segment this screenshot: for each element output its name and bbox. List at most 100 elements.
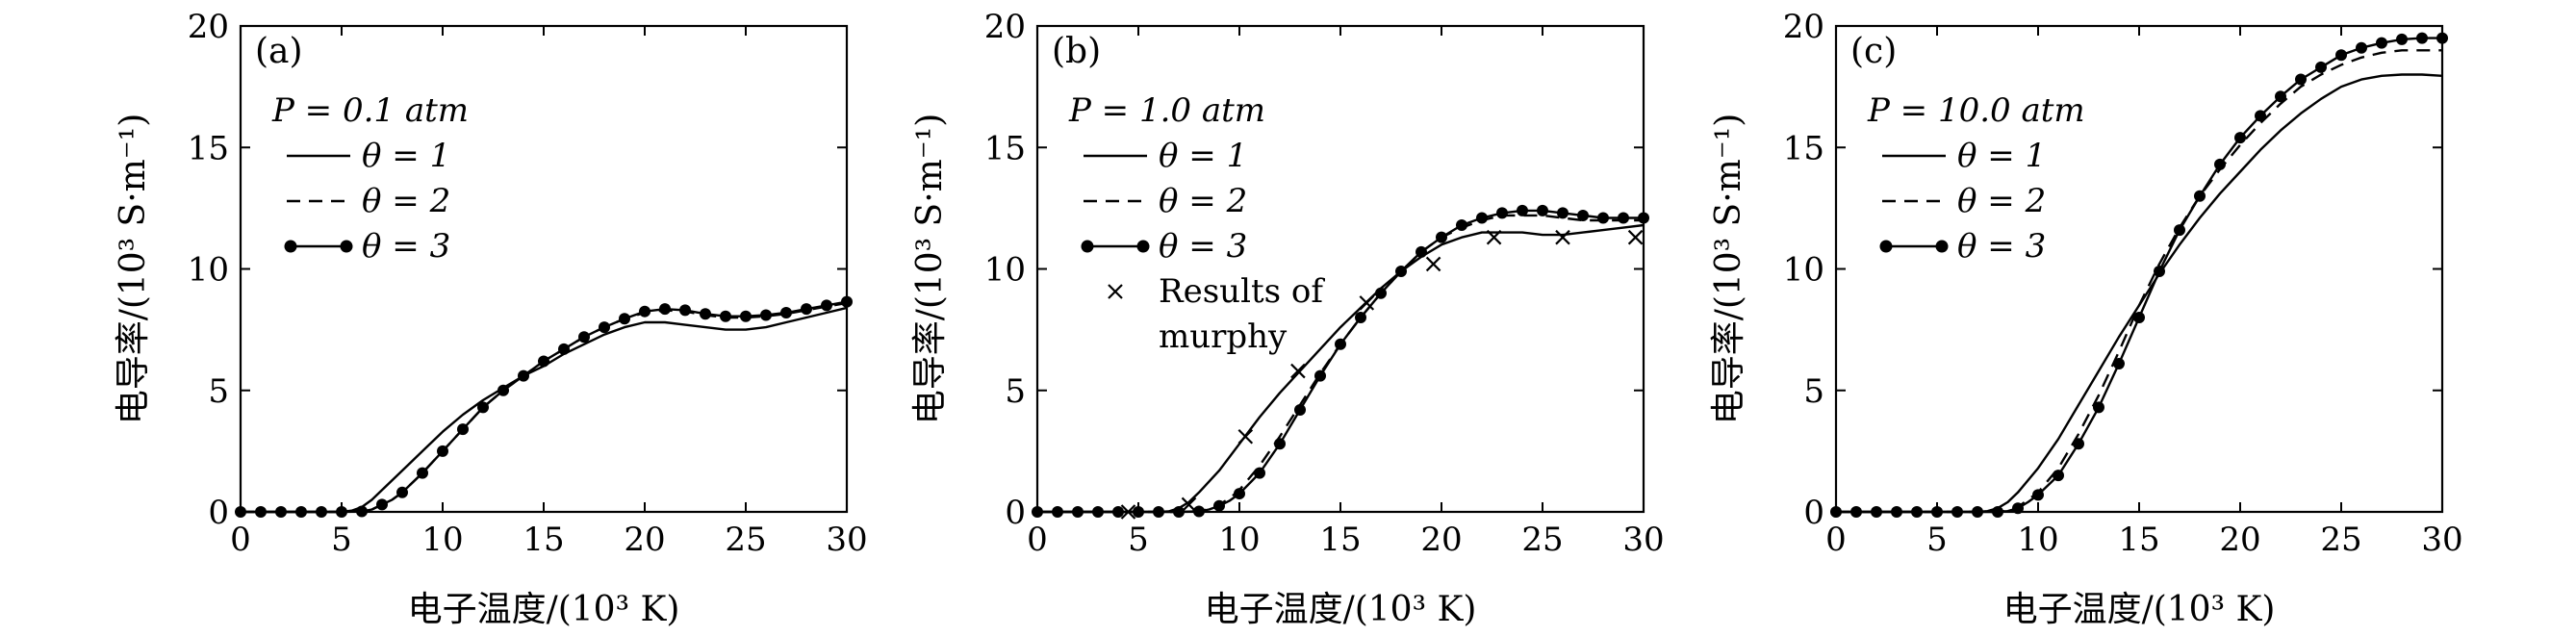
pressure-label: P = 10.0 atm — [1867, 91, 2085, 130]
series-marker-theta-3 — [780, 306, 792, 318]
series-marker-theta-3 — [2073, 438, 2084, 450]
series-marker-theta-3 — [2214, 158, 2226, 170]
pressure-label: P = 0.1 atm — [271, 91, 469, 130]
series-marker-theta-3 — [1355, 312, 1366, 323]
series-marker-theta-3 — [2234, 132, 2246, 144]
series-marker-theta-3 — [477, 401, 489, 414]
series-marker-theta-3 — [497, 384, 509, 396]
y-tick-label: 20 — [1783, 8, 1824, 46]
y-tick-label: 5 — [1803, 372, 1824, 411]
y-tick-label: 10 — [188, 251, 229, 290]
series-marker-theta-3 — [599, 321, 610, 334]
series-marker-theta-3 — [720, 310, 731, 322]
series-marker-theta-3 — [2396, 33, 2408, 45]
series-marker-theta-3 — [821, 299, 832, 312]
legend-dot — [1935, 240, 1949, 253]
x-tick-label: 0 — [1825, 521, 1847, 559]
series-marker-theta-3 — [1274, 438, 1286, 450]
series-marker-theta-3 — [1496, 207, 1508, 219]
panel-tag: (b) — [1052, 32, 1101, 71]
series-marker-theta-3 — [2133, 312, 2145, 323]
y-tick-label: 0 — [208, 494, 229, 532]
legend-label-theta-3: θ = 3 — [1159, 227, 1247, 266]
series-marker-theta-3 — [316, 506, 327, 518]
series-marker-theta-3 — [2194, 190, 2206, 202]
series-marker-theta-3 — [619, 313, 630, 325]
y-tick-label: 20 — [984, 8, 1026, 46]
y-tick-label: 10 — [984, 251, 1026, 290]
series-marker-theta-3 — [538, 355, 549, 368]
series-marker-theta-3 — [1476, 212, 1488, 224]
x-tick-label: 30 — [1622, 521, 1664, 559]
murphy-result-marker — [1181, 496, 1197, 513]
series-marker-theta-3 — [1577, 209, 1589, 221]
series-line-theta-2 — [1037, 214, 1644, 514]
series-marker-theta-3 — [1032, 506, 1043, 518]
y-tick-label: 5 — [1005, 372, 1026, 411]
series-marker-theta-3 — [1254, 467, 1265, 479]
x-tick-label: 5 — [331, 521, 352, 559]
x-tick-label: 30 — [826, 521, 867, 559]
panel-b: 0 5 10 15 20 25 30 0 5 10 15 20 电子温度/(10³ K) 电导率/(10³… — [910, 8, 1665, 629]
y-tick-label: 0 — [1005, 494, 1026, 532]
murphy-result-marker — [1290, 363, 1306, 379]
legend-label-murphy-line1: Results of — [1159, 272, 1325, 311]
series-marker-theta-3 — [518, 369, 529, 382]
series-marker-theta-3 — [2295, 73, 2307, 86]
legend-dot — [1081, 240, 1094, 253]
series-marker-theta-3 — [376, 498, 388, 511]
legend-dot — [284, 240, 297, 253]
x-tick-label: 0 — [1027, 521, 1048, 559]
series-marker-theta-3 — [1213, 499, 1225, 512]
series-marker-theta-3 — [1618, 212, 1629, 224]
legend-label-theta-2: θ = 2 — [1957, 182, 2046, 220]
series-line-theta-3 — [241, 300, 848, 514]
legend-label-theta-1: θ = 1 — [1957, 137, 2046, 175]
series-marker-theta-3 — [275, 506, 287, 518]
series-marker-theta-3 — [1052, 506, 1063, 518]
legend-label-theta-1: θ = 1 — [362, 137, 450, 175]
legend-dot — [1136, 240, 1150, 253]
series-marker-theta-3 — [1234, 488, 1245, 500]
legend-dot — [1879, 240, 1893, 253]
series-marker-theta-3 — [2113, 357, 2125, 369]
series-marker-theta-3 — [2356, 41, 2367, 54]
series-line-theta-3 — [1037, 209, 1644, 514]
series-marker-theta-3 — [1193, 505, 1205, 518]
series-marker-theta-3 — [801, 303, 812, 316]
series-marker-theta-3 — [841, 295, 853, 308]
series-marker-theta-3 — [1092, 506, 1104, 518]
panel-tag: (c) — [1850, 32, 1897, 71]
series-marker-theta-3 — [2416, 32, 2428, 44]
series-marker-theta-3 — [1456, 219, 1467, 232]
series-marker-theta-3 — [2376, 37, 2387, 49]
series-marker-theta-3 — [659, 303, 671, 316]
series-marker-theta-3 — [2315, 61, 2327, 73]
panel-tag: (a) — [255, 32, 303, 71]
series-marker-theta-3 — [1294, 403, 1306, 416]
x-axis-title: 电子温度/(10³ K) — [1205, 590, 1477, 629]
series-marker-theta-3 — [2154, 266, 2165, 278]
series-marker-theta-3 — [1830, 506, 1842, 518]
x-tick-label: 30 — [2421, 521, 2462, 559]
series-line-theta-1 — [1037, 223, 1645, 514]
series-marker-theta-3 — [1072, 506, 1084, 518]
series-marker-theta-3 — [2275, 90, 2286, 103]
x-tick-label: 10 — [2017, 521, 2058, 559]
series-marker-theta-3 — [1557, 207, 1569, 219]
series-marker-theta-3 — [2255, 110, 2266, 122]
series-marker-theta-3 — [1517, 204, 1528, 216]
series-marker-theta-3 — [1992, 506, 2003, 518]
series-marker-theta-3 — [235, 506, 246, 518]
murphy-result-marker — [1425, 256, 1441, 272]
series-marker-theta-3 — [1850, 506, 1862, 518]
series-marker-theta-3 — [558, 343, 570, 355]
series-marker-theta-3 — [679, 304, 691, 317]
series-marker-theta-3 — [417, 467, 428, 479]
series-line-theta-2 — [241, 301, 848, 514]
series-marker-theta-3 — [1314, 369, 1326, 382]
x-axis-title: 电子温度/(10³ K) — [408, 590, 680, 629]
x-tick-label: 25 — [1521, 521, 1563, 559]
series-marker-theta-3 — [1972, 506, 1983, 518]
